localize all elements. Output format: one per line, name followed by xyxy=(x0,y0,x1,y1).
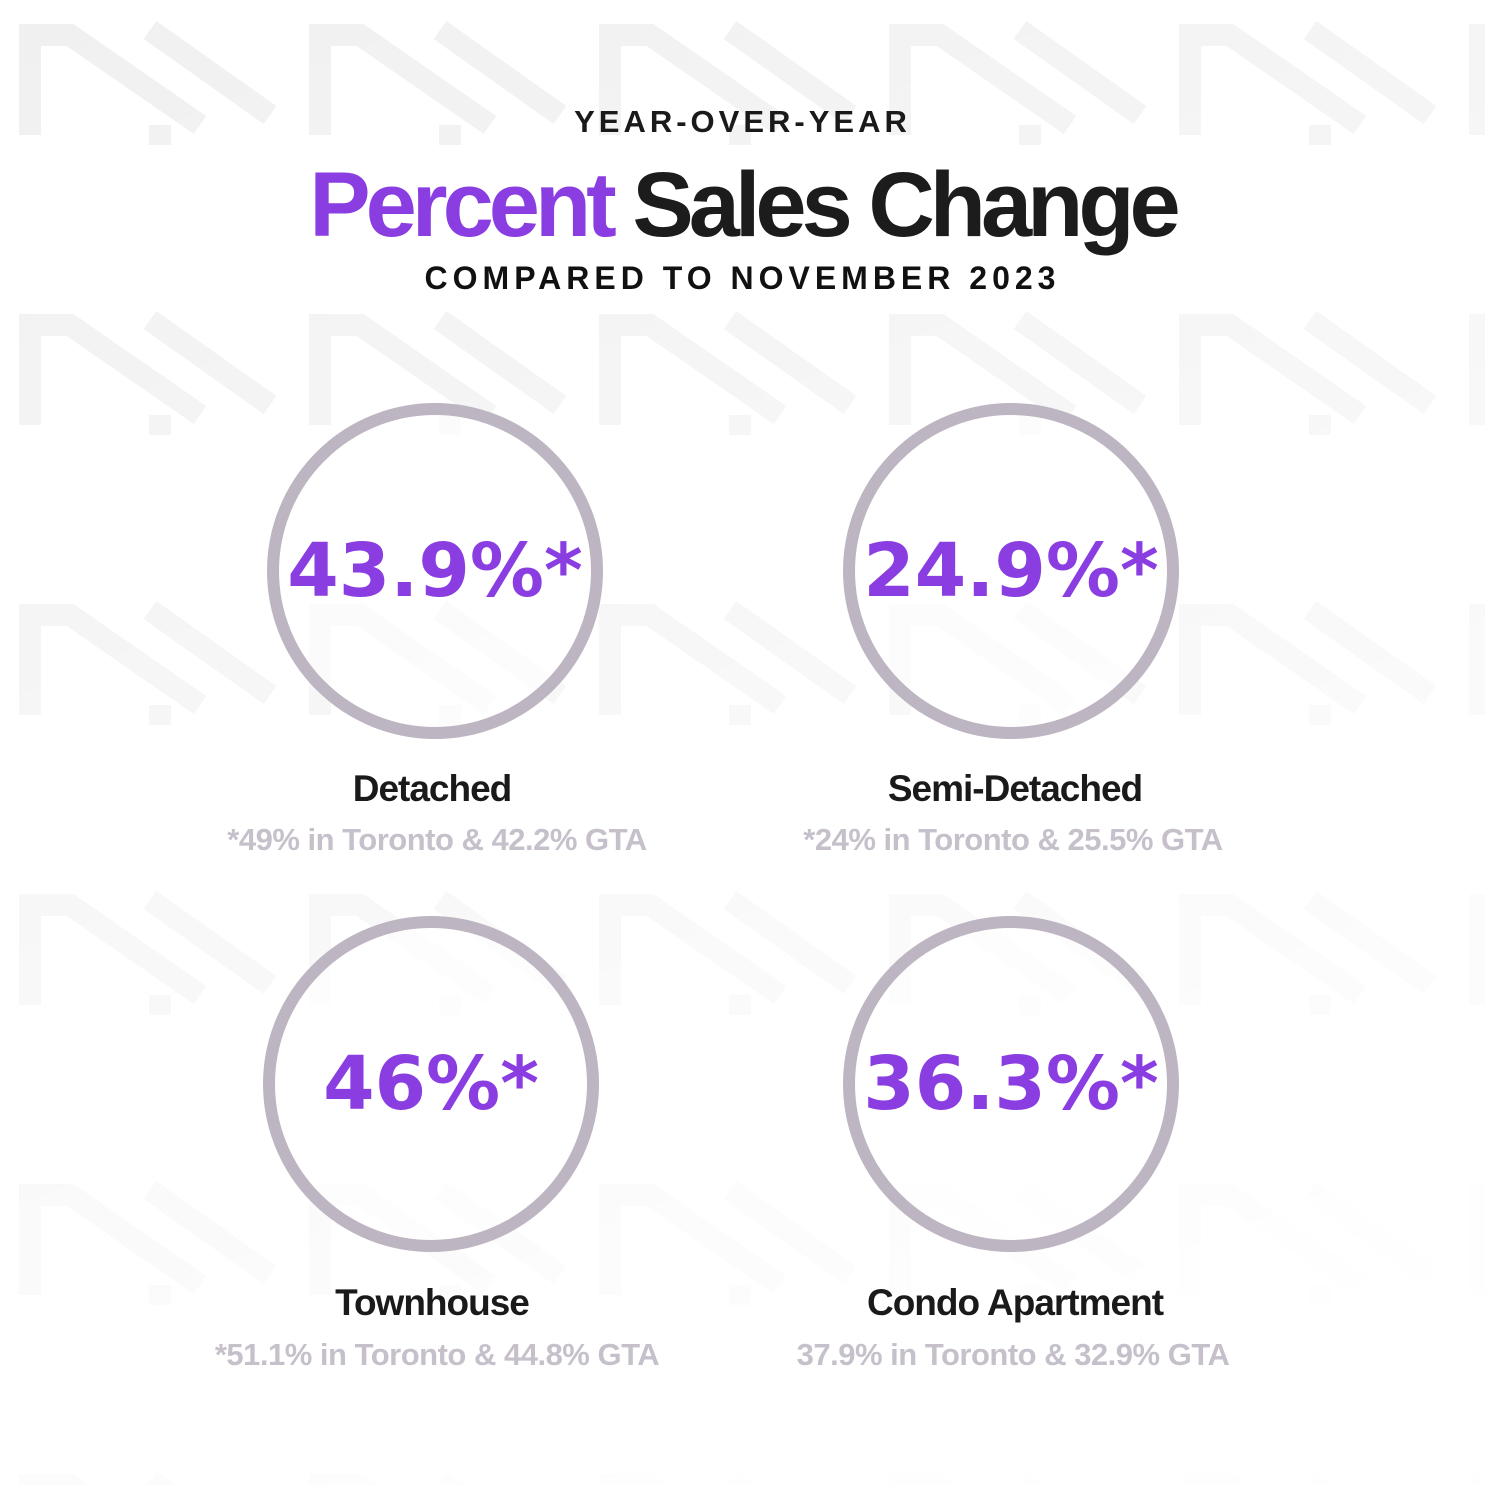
stat-value-semi-detached: 24.9%* xyxy=(863,528,1159,614)
stat-label-semi-detached: Semi-Detached xyxy=(887,768,1143,809)
stat-note-detached: *49% in Toronto & 42.2% GTA xyxy=(227,822,647,857)
stat-note-townhouse: *51.1% in Toronto & 44.8% GTA xyxy=(214,1337,660,1372)
stat-value-townhouse: 46%* xyxy=(323,1041,539,1127)
stat-value-condo: 36.3%* xyxy=(863,1041,1159,1127)
kicker: YEAR-OVER-YEAR xyxy=(574,104,911,139)
subtitle: COMPARED TO NOVEMBER 2023 xyxy=(424,260,1061,296)
stat-label-detached: Detached xyxy=(352,768,513,809)
title-rest: Sales Change xyxy=(632,154,1180,256)
stat-note-semi-detached: *24% in Toronto & 25.5% GTA xyxy=(803,822,1223,857)
stat-label-townhouse: Townhouse xyxy=(335,1282,530,1323)
stat-note-condo: 37.9% in Toronto & 32.9% GTA xyxy=(796,1337,1230,1372)
stat-value-detached: 43.9%* xyxy=(287,528,583,614)
stat-label-condo: Condo Apartment xyxy=(866,1282,1164,1323)
title-accent: Percent xyxy=(309,154,616,256)
page-title: Percent Sales Change xyxy=(0,150,1485,260)
